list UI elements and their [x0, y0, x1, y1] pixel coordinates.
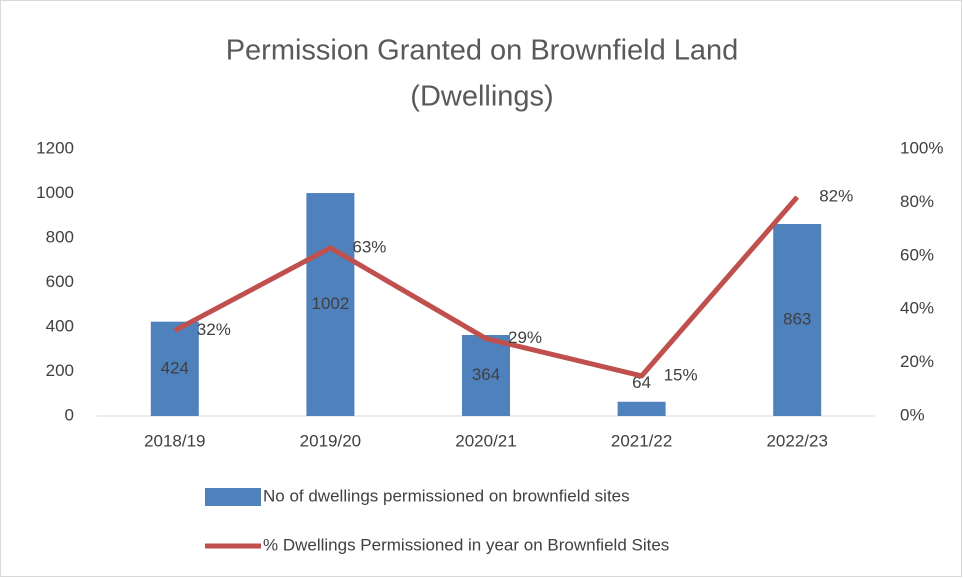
x-tick-label: 2020/21 — [455, 431, 516, 450]
bar — [773, 223, 822, 416]
y-tick-label: 600 — [46, 272, 74, 291]
y-tick-label: 400 — [46, 316, 74, 335]
y2-tick-label: 0% — [900, 405, 925, 424]
y-tick-label: 0 — [65, 405, 74, 424]
bar-value-label: 424 — [161, 358, 189, 377]
bar — [150, 321, 199, 416]
y2-tick-label: 80% — [900, 192, 934, 211]
legend-swatch — [205, 488, 261, 506]
legend-label: No of dwellings permissioned on brownfie… — [263, 486, 630, 505]
y-tick-label: 1200 — [36, 138, 74, 157]
y2-tick-label: 100% — [900, 138, 943, 157]
y2-tick-label: 20% — [900, 352, 934, 371]
bar — [306, 193, 355, 416]
chart-title: (Dwellings) — [410, 81, 553, 113]
x-tick-label: 2018/19 — [144, 431, 205, 450]
bar-value-label: 863 — [783, 309, 811, 328]
line-value-label: 29% — [508, 328, 542, 347]
y-tick-label: 1000 — [36, 183, 74, 202]
line-value-label: 15% — [664, 365, 698, 384]
y2-tick-label: 40% — [900, 299, 934, 318]
y-tick-label: 200 — [46, 361, 74, 380]
y-tick-label: 800 — [46, 227, 74, 246]
line-value-label: 32% — [197, 320, 231, 339]
line-value-label: 63% — [352, 237, 386, 256]
bar-value-label: 1002 — [311, 294, 349, 313]
bar — [462, 335, 510, 416]
y2-tick-label: 60% — [900, 245, 934, 264]
bar-value-label: 64 — [632, 373, 651, 392]
bar-value-label: 364 — [472, 365, 500, 384]
legend-label: % Dwellings Permissioned in year on Brow… — [263, 535, 669, 554]
x-tick-label: 2019/20 — [300, 431, 361, 450]
line-value-label: 82% — [819, 187, 853, 206]
bar — [617, 401, 666, 416]
chart-title: Permission Granted on Brownfield Land — [226, 35, 739, 67]
x-tick-label: 2021/22 — [611, 431, 672, 450]
x-tick-label: 2022/23 — [766, 431, 827, 450]
line — [173, 195, 800, 379]
